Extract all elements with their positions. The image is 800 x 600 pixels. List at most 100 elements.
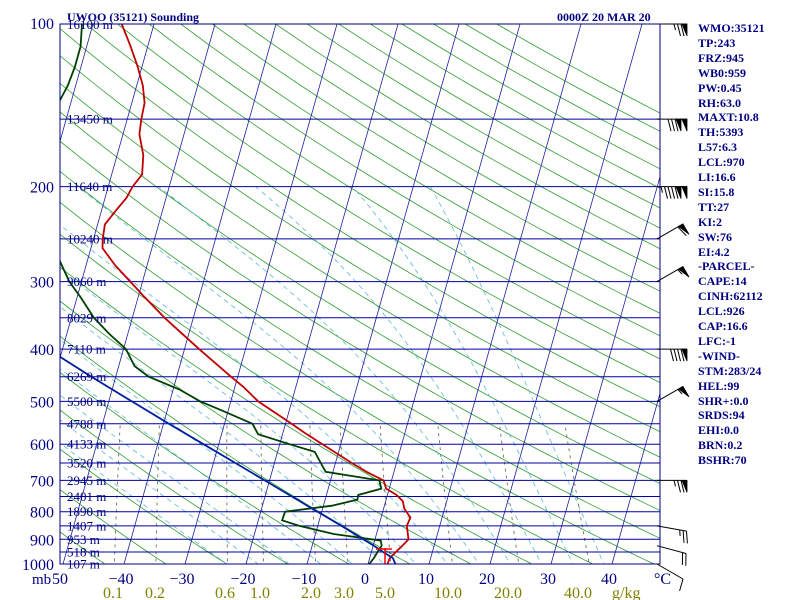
height-label: 2945 m [67,473,106,488]
moist-adiabat-line [60,268,417,564]
mixing-ratio-label: 5.0 [375,585,395,600]
moist-adiabat-line [60,394,290,564]
sounding-index-line: PW:0.45 [698,80,742,95]
isotherm-line [489,24,643,564]
sounding-index-line: SW:76 [698,229,733,244]
wind-barb-half-flag [677,389,683,395]
sounding-index-line: SI:15.8 [698,184,735,199]
wind-barb-flag [680,23,685,37]
temperature-tick-label: −30 [169,571,194,588]
wind-barb [657,186,688,199]
sounding-index-line: LCL:926 [698,304,745,319]
height-label: 6269 m [67,369,106,384]
wind-barb-flag [686,531,688,544]
mixing-ratio-line [113,423,121,564]
wind-barb-flag [671,186,675,199]
mixing-ratio-line [155,423,160,564]
pressure-tick-label: 1000 [22,557,54,574]
pressure-tick-label: 400 [30,342,54,359]
sounding-index-line: HEL:99 [698,378,740,393]
mixing-ratio-label: 3.0 [334,585,354,600]
wind-barb [657,479,688,493]
sounding-indices-panel: WMO:35121 TP:243 FRZ:945 WB0:959 PW:0.45 RH:6… [698,22,798,472]
isotherm-line [60,24,94,143]
wind-barb-pennant [681,480,688,493]
wind-barb-pennant [677,266,690,278]
pressure-tick-label: 900 [30,532,54,549]
mixing-ratio-label: 0.2 [145,585,165,600]
height-label: 1890 m [67,504,106,519]
wind-barb-flag [679,578,684,592]
pressure-tick-label: 300 [30,275,54,292]
wind-barb-flag [677,226,687,237]
moist-adiabat-line [60,442,228,564]
temperature-tick-label: −40 [108,571,133,588]
sounding-index-line: BRN:0.2 [698,438,743,453]
sounding-index-line: WMO:35121 [698,21,765,35]
isotherm-line [306,24,460,564]
wind-barb [656,385,690,402]
sounding-index-line: TP:243 [698,35,736,50]
isotherm-line [0,12,35,575]
pressure-tick-label: 700 [30,473,54,490]
chart-title-right: 0000Z 20 MAR 20 [557,10,651,24]
isotherm-line [184,24,338,564]
wind-barb-flag [667,118,672,132]
sounding-index-line: FRZ:945 [698,50,744,65]
isotherm-line [123,24,277,564]
sounding-index-line: LCL:970 [698,155,745,170]
wind-barb-half-flag [677,269,683,275]
mixing-ratio-label: 0.6 [215,585,235,600]
dry-adiabat-line [60,28,660,408]
sounding-index-line: -PARCEL- [698,259,755,274]
mixing-ratio-line [437,423,453,564]
pressure-tick-label: 600 [30,437,54,454]
isotherm-line [611,392,660,564]
wind-barb-flag [680,480,685,493]
sounding-index-line: STM:283/24 [698,363,762,378]
wind-barb [656,563,684,592]
wind-barb [657,348,688,362]
height-label: 11640 m [67,179,112,194]
plot-frame [59,23,661,565]
height-label: 13450 m [67,112,113,127]
wind-barb-flag [671,118,675,132]
wind-barb-half-flag [673,480,676,487]
temperature-tick-label: 50 [52,571,68,588]
pressure-tick-label: 500 [30,394,54,411]
wind-barb-pennant [681,186,688,199]
height-label: 8029 m [67,310,106,325]
isotherm-line [550,175,660,564]
wind-barb-staff [656,563,684,580]
wind-barb-flag [670,348,674,362]
wind-barb-pennant [681,118,688,132]
sounding-index-line: CAPE:14 [698,274,747,289]
mixing-ratio-line [260,423,264,564]
wind-barb-pennant [675,118,682,132]
height-label: 3520 m [67,456,106,471]
wind-barb-flag [677,348,681,362]
moist-adiabat-line [60,306,385,564]
pressure-tick-label: 100 [30,16,54,33]
moist-adiabat-line [60,224,448,564]
wind-barb-flag [674,118,679,132]
sounding-profiles [60,24,412,564]
dry-adiabat-line [85,24,660,383]
sounding-index-line: MAXT:10.8 [698,110,759,125]
dry-adiabat-line [60,170,660,539]
wind-barb-flag [674,186,679,199]
height-label: 1407 m [67,518,106,533]
isotherm-line [62,24,216,564]
isotherm-line [367,24,521,564]
pressure-unit-label: mb [32,572,51,588]
dewpoint-profile-line [60,24,383,564]
sounding-index-line: SRDS:94 [698,408,745,423]
mixing-ratio-label: 2.0 [301,585,321,600]
height-label: 7110 m [67,342,106,357]
isotherm-line [245,24,399,564]
mixing-ratio-label: 10.0 [434,585,462,600]
sounding-index-line: KI:2 [698,214,722,229]
mixing-ratio-line [339,423,349,564]
wind-barb-flag [667,186,672,199]
wind-barb-pennant [677,223,690,235]
